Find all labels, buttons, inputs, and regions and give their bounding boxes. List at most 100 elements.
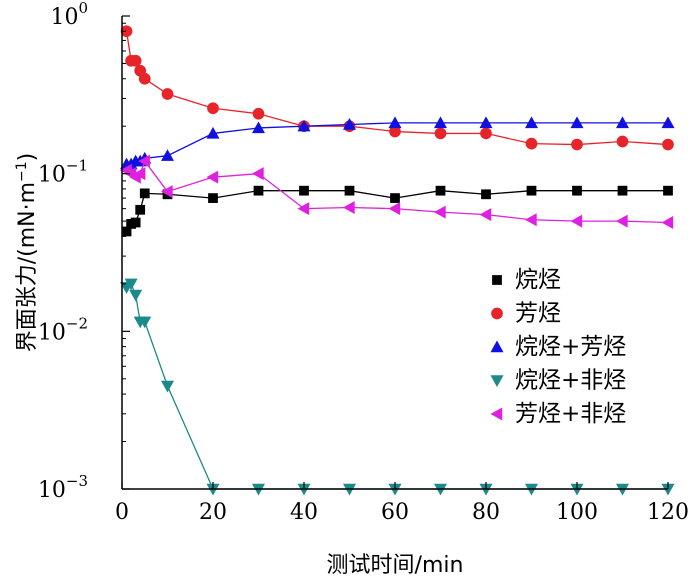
y-tick-label: 10−3 [38, 472, 88, 503]
data-point [206, 170, 219, 184]
x-ticks: 0 20 40 60 80 100 120 [115, 482, 689, 525]
y-tick-label: 10−2 [38, 314, 88, 345]
data-point [525, 137, 538, 150]
y-tick-label: 100 [50, 0, 88, 30]
y-tick-exponent: 0 [78, 0, 88, 17]
data-point [343, 118, 356, 130]
data-point [616, 135, 629, 148]
series-2 [120, 25, 674, 151]
data-point [662, 138, 674, 151]
y-axis-title: 界面张力/(mN·m−1) [14, 153, 40, 353]
y-tick-base: 10 [38, 163, 66, 188]
data-point [206, 126, 220, 139]
data-point [161, 149, 174, 161]
data-point [161, 380, 174, 393]
data-point [389, 125, 401, 138]
data-point [297, 202, 310, 216]
data-point [344, 185, 355, 196]
data-point [388, 116, 402, 129]
x-tick-label: 100 [556, 500, 598, 525]
data-point [616, 116, 629, 129]
data-point [138, 316, 152, 329]
legend-marker [490, 375, 504, 387]
y-tick-exponent: −2 [66, 314, 88, 332]
series-3 [120, 116, 675, 170]
data-point [253, 185, 264, 196]
data-point [617, 185, 628, 196]
data-point [138, 72, 151, 85]
legend-label: 烷烃+非烃 [515, 368, 626, 394]
x-tick-label: 60 [381, 500, 409, 525]
data-point [480, 127, 492, 140]
data-point [526, 185, 537, 196]
legend-marker [492, 275, 502, 285]
data-point [297, 119, 311, 132]
legend-marker [491, 307, 503, 320]
data-point [570, 116, 584, 129]
series-5 [120, 154, 674, 230]
plot-area [120, 25, 675, 496]
y-tick-exponent: −1 [66, 157, 88, 175]
data-point [252, 107, 265, 120]
data-point [130, 217, 141, 228]
data-point [479, 116, 493, 129]
data-point [252, 121, 265, 134]
y-tick-exponent: −3 [66, 472, 88, 490]
legend-label: 芳烃 [515, 301, 561, 327]
data-point [572, 185, 582, 196]
data-point [616, 214, 628, 228]
data-point [434, 205, 446, 219]
legend-label: 烷烃+芳烃 [515, 334, 626, 360]
data-point [479, 208, 492, 222]
data-point [434, 127, 447, 140]
data-point [388, 202, 401, 216]
data-point [252, 167, 264, 181]
data-point [571, 138, 583, 151]
data-point [133, 167, 146, 181]
data-point [121, 226, 132, 237]
x-tick-label: 0 [115, 500, 129, 525]
data-point [135, 204, 146, 215]
y-axis-title-main: 界面张力/(mN·m [15, 182, 40, 352]
data-point [299, 185, 309, 196]
y-axis-title-sup: −1 [14, 161, 30, 182]
data-point [481, 189, 491, 200]
series-1 [121, 185, 673, 237]
y-tick-label: 10−1 [38, 157, 88, 188]
data-point [161, 88, 174, 100]
data-point [434, 116, 447, 129]
data-point [661, 116, 675, 129]
data-point [208, 193, 218, 203]
x-tick-label: 20 [199, 500, 227, 525]
data-point [343, 201, 355, 215]
y-tick-base: 10 [38, 320, 66, 345]
data-point [124, 278, 138, 291]
data-point [129, 54, 142, 67]
x-axis-title: 测试时间/min [327, 553, 464, 578]
y-axis-title-close: ) [15, 153, 40, 162]
data-point [129, 289, 143, 302]
y-tick-base: 10 [50, 5, 78, 30]
legend-marker [490, 407, 503, 421]
data-point [161, 185, 173, 199]
data-point [120, 25, 133, 38]
data-point [139, 188, 150, 199]
x-tick-label: 80 [472, 500, 500, 525]
data-point [390, 193, 400, 203]
data-point [663, 185, 673, 196]
data-point [570, 214, 583, 228]
data-point [138, 154, 150, 168]
data-point [207, 102, 219, 115]
legend-label: 烷烃 [515, 267, 561, 293]
x-tick-label: 40 [290, 500, 318, 525]
data-point [525, 213, 537, 227]
data-point [525, 116, 538, 129]
data-point [435, 185, 446, 196]
x-tick-label: 120 [647, 500, 689, 525]
data-point [661, 216, 674, 230]
legend-label: 芳烃+非烃 [515, 401, 626, 427]
legend-marker [490, 340, 504, 353]
